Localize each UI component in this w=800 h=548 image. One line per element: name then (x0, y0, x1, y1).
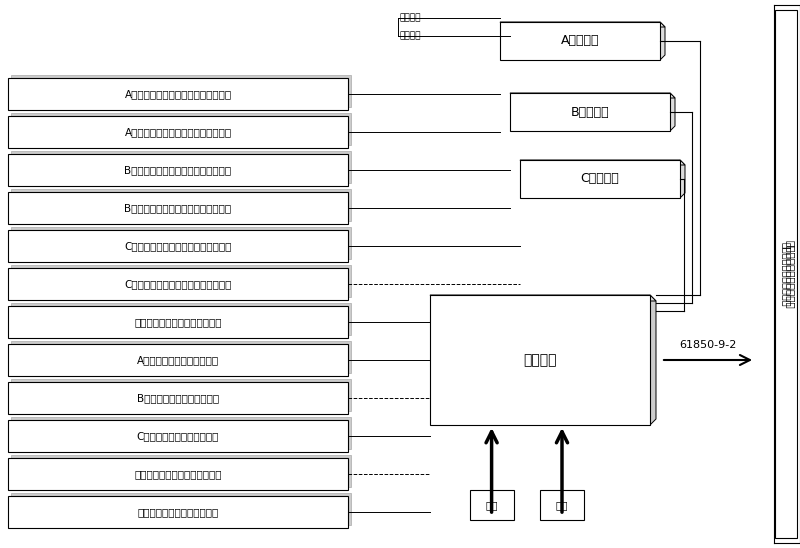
FancyBboxPatch shape (11, 493, 351, 525)
Text: 中性点电压传感器输出二次变换: 中性点电压传感器输出二次变换 (134, 469, 222, 479)
Text: B相采集器: B相采集器 (570, 106, 610, 118)
Text: B相电压传感器输出二次变换: B相电压传感器输出二次变换 (137, 393, 219, 403)
FancyBboxPatch shape (11, 379, 351, 411)
FancyBboxPatch shape (11, 265, 351, 297)
Polygon shape (510, 93, 675, 98)
FancyBboxPatch shape (11, 455, 351, 487)
FancyBboxPatch shape (11, 341, 351, 373)
Text: 时钟: 时钟 (556, 500, 568, 510)
Text: 综合数据网络与控制系统: 综合数据网络与控制系统 (785, 239, 795, 309)
FancyBboxPatch shape (11, 417, 351, 449)
Polygon shape (500, 22, 665, 27)
Text: 61850-9-2: 61850-9-2 (679, 340, 737, 350)
FancyBboxPatch shape (775, 10, 797, 538)
Polygon shape (520, 160, 685, 165)
FancyBboxPatch shape (540, 490, 584, 520)
FancyBboxPatch shape (510, 93, 670, 131)
Polygon shape (650, 295, 656, 425)
FancyBboxPatch shape (8, 154, 348, 186)
Text: A相电压传感器输出二次变换: A相电压传感器输出二次变换 (137, 355, 219, 365)
Text: 合并单元: 合并单元 (523, 353, 557, 367)
FancyBboxPatch shape (8, 78, 348, 110)
FancyBboxPatch shape (8, 268, 348, 300)
FancyBboxPatch shape (8, 496, 348, 528)
Text: A相电流传感器输出二次变换（测量）: A相电流传感器输出二次变换（测量） (125, 89, 231, 99)
FancyBboxPatch shape (8, 344, 348, 376)
Text: C相电压传感器输出二次变换: C相电压传感器输出二次变换 (137, 431, 219, 441)
Text: 中性点电流传感器输出二次变换: 中性点电流传感器输出二次变换 (134, 317, 222, 327)
Text: 特定规约: 特定规约 (400, 31, 422, 41)
FancyBboxPatch shape (11, 303, 351, 335)
FancyBboxPatch shape (11, 151, 351, 183)
Polygon shape (670, 93, 675, 131)
Text: A相采集器: A相采集器 (561, 35, 599, 48)
FancyBboxPatch shape (11, 227, 351, 259)
FancyBboxPatch shape (8, 382, 348, 414)
Text: C相采集器: C相采集器 (581, 173, 619, 186)
Polygon shape (660, 22, 665, 60)
FancyBboxPatch shape (8, 458, 348, 490)
Text: C相电流传感器输出二次变换（测量）: C相电流传感器输出二次变换（测量） (124, 241, 232, 251)
Polygon shape (680, 160, 685, 198)
Text: 特定规约: 特定规约 (400, 14, 422, 22)
Text: B相电流传感器输出二次变换（保护）: B相电流传感器输出二次变换（保护） (125, 203, 231, 213)
FancyBboxPatch shape (11, 113, 351, 145)
FancyBboxPatch shape (430, 295, 650, 425)
FancyBboxPatch shape (520, 160, 680, 198)
FancyBboxPatch shape (8, 116, 348, 148)
Text: 母线电压传感器输出二次变换: 母线电压传感器输出二次变换 (138, 507, 218, 517)
FancyBboxPatch shape (470, 490, 514, 520)
FancyBboxPatch shape (500, 22, 660, 60)
FancyBboxPatch shape (11, 75, 351, 107)
FancyBboxPatch shape (8, 420, 348, 452)
FancyBboxPatch shape (8, 306, 348, 338)
Text: B相电流传感器输出二次变换（测量）: B相电流传感器输出二次变换（测量） (125, 165, 231, 175)
Text: 综合数据网络与控制系统: 综合数据网络与控制系统 (781, 242, 791, 306)
Text: C相电流传感器输出二次变换（保护）: C相电流传感器输出二次变换（保护） (124, 279, 232, 289)
FancyBboxPatch shape (8, 230, 348, 262)
Text: 电源: 电源 (486, 500, 498, 510)
Text: A相电流传感器输出二次变换（保护）: A相电流传感器输出二次变换（保护） (125, 127, 231, 137)
Polygon shape (430, 295, 656, 301)
FancyBboxPatch shape (11, 189, 351, 221)
FancyBboxPatch shape (8, 192, 348, 224)
